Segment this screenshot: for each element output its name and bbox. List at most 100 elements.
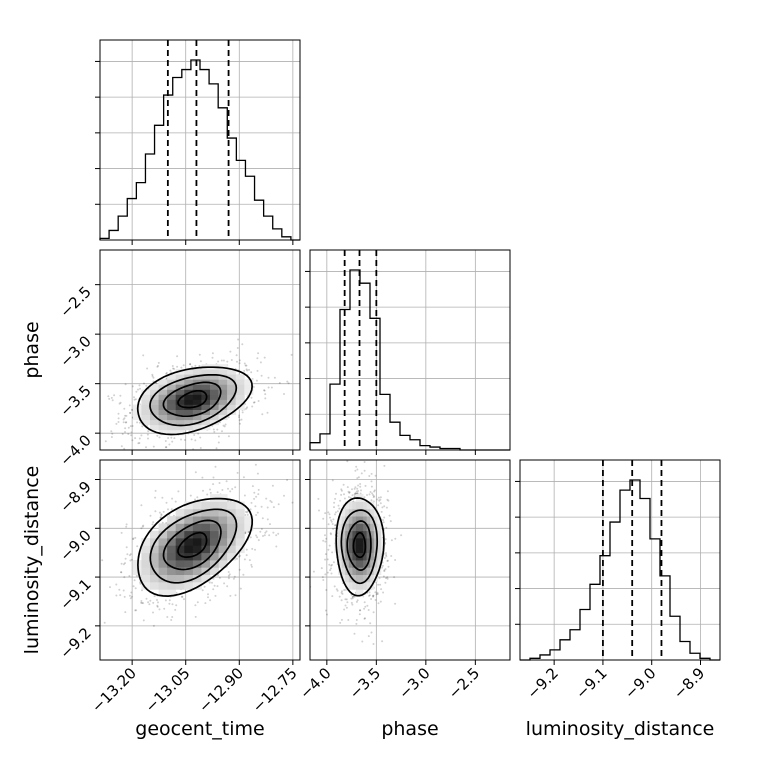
sample-point xyxy=(339,621,342,624)
sample-point xyxy=(347,619,350,621)
sample-point xyxy=(165,501,168,504)
sample-point xyxy=(128,594,131,597)
density-cell xyxy=(359,523,364,532)
density-cell xyxy=(158,545,168,554)
y-tick-label: −9.0 xyxy=(56,526,94,564)
density-cell xyxy=(352,560,357,568)
sample-point xyxy=(341,590,343,593)
sample-point xyxy=(211,352,214,355)
sample-point xyxy=(142,619,145,622)
density-cell xyxy=(210,374,219,380)
density-cell xyxy=(227,389,237,395)
sample-point xyxy=(199,436,202,439)
sample-point xyxy=(370,485,373,488)
density-cell xyxy=(150,582,159,590)
sample-point xyxy=(124,427,127,430)
sample-point xyxy=(217,441,220,444)
sample-point xyxy=(340,591,343,594)
sample-point xyxy=(154,496,157,499)
sample-point xyxy=(250,371,253,374)
sample-point xyxy=(381,564,384,567)
sample-point xyxy=(334,524,337,527)
sample-point xyxy=(122,589,125,592)
sample-point xyxy=(345,598,348,601)
sample-point xyxy=(366,604,369,607)
density-cell xyxy=(227,545,237,554)
sample-point xyxy=(122,418,125,421)
density-cell xyxy=(175,394,185,400)
sample-point xyxy=(355,619,358,621)
density-cell xyxy=(184,379,194,385)
density-cell xyxy=(210,404,219,410)
sample-point xyxy=(331,479,334,482)
density-cell xyxy=(218,404,228,410)
sample-point xyxy=(154,510,157,513)
sample-point xyxy=(334,513,336,516)
x-axis-label-geocent_time: geocent_time xyxy=(135,718,264,740)
density-cell xyxy=(141,394,151,400)
sample-point xyxy=(372,594,375,597)
sample-point xyxy=(250,565,253,568)
sample-point xyxy=(272,506,275,509)
density-cell xyxy=(377,523,382,532)
sample-point xyxy=(201,589,204,592)
sample-point xyxy=(107,395,110,398)
sample-point xyxy=(141,425,144,428)
density-cell xyxy=(377,538,382,546)
sample-point xyxy=(356,487,359,490)
density-cell xyxy=(370,574,375,583)
density-cell xyxy=(373,567,378,575)
density-cell xyxy=(227,404,237,410)
sample-point xyxy=(322,539,325,542)
sample-point xyxy=(120,445,123,448)
sample-point xyxy=(356,477,359,480)
sample-point xyxy=(238,359,241,362)
sample-point xyxy=(247,531,250,534)
sample-point xyxy=(359,492,362,495)
sample-point xyxy=(183,439,186,441)
density-cell xyxy=(167,389,177,395)
density-cell xyxy=(184,545,194,554)
sample-point xyxy=(232,577,235,580)
density-cell xyxy=(244,384,254,390)
sample-point xyxy=(384,581,387,584)
sample-point xyxy=(283,494,285,497)
sample-point xyxy=(145,446,147,449)
sample-point xyxy=(140,504,143,507)
sample-point xyxy=(97,391,99,393)
sample-point xyxy=(354,469,357,472)
density-cell xyxy=(201,560,211,568)
sample-point xyxy=(235,455,237,457)
density-cell xyxy=(355,501,360,510)
hist-panel-luminosity_distance: −9.2 −9.1 −9.0 −8.9 xyxy=(515,459,721,703)
density-cell xyxy=(141,582,151,590)
sample-point xyxy=(244,532,247,534)
sample-point xyxy=(263,389,266,392)
density-cell xyxy=(150,414,159,421)
sample-point xyxy=(145,597,148,600)
sample-point xyxy=(257,400,260,402)
sample-point xyxy=(263,356,266,359)
sample-point xyxy=(345,606,348,609)
y-tick-label: −9.1 xyxy=(56,575,94,613)
density-cell xyxy=(227,530,237,539)
density-cell xyxy=(210,567,219,575)
density-cell xyxy=(370,552,375,561)
density-cell xyxy=(201,501,211,510)
density-cell xyxy=(218,414,228,421)
sample-point xyxy=(333,506,335,509)
density-cell xyxy=(192,414,202,421)
density-cell xyxy=(218,530,228,539)
x-tick-label: −12.90 xyxy=(195,664,247,716)
density-cell xyxy=(210,501,219,510)
sample-point xyxy=(161,521,164,524)
sample-point xyxy=(278,382,281,384)
density-cell xyxy=(341,508,346,517)
density-cell xyxy=(218,560,228,568)
density-cell xyxy=(192,394,202,400)
density-cell xyxy=(184,560,194,568)
sample-point xyxy=(238,555,241,558)
sample-point xyxy=(175,604,178,607)
sample-point xyxy=(196,601,199,604)
sample-point xyxy=(253,491,256,494)
